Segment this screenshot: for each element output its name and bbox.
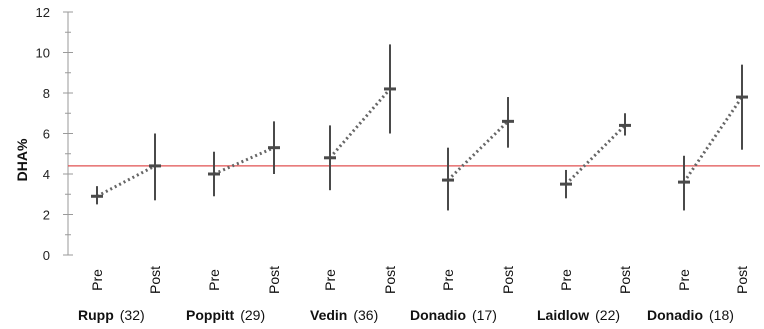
study-name: Donadio xyxy=(410,307,466,323)
study-name: Laidlow xyxy=(537,307,589,323)
study-group xyxy=(91,133,161,205)
y-tick-label: 8 xyxy=(43,86,50,101)
series-group xyxy=(91,44,748,211)
study-label: Rupp (32) xyxy=(78,307,145,323)
connector-line xyxy=(564,124,627,186)
pre-label: Pre xyxy=(206,269,222,291)
post-label: Post xyxy=(147,266,163,294)
post-label: Post xyxy=(382,266,398,294)
x-labels: Pre Post Rupp (32) Pre Post Poppitt (29) Pre Post… xyxy=(78,266,750,323)
study-group xyxy=(560,113,631,199)
study-group xyxy=(678,64,748,211)
post-label: Post xyxy=(617,266,633,294)
study-group xyxy=(208,121,280,197)
connector-line xyxy=(446,120,510,182)
connector-line xyxy=(328,87,392,159)
study-label: Vedin (36) xyxy=(310,307,378,323)
y-tick-label: 2 xyxy=(43,208,50,223)
study-n: (17) xyxy=(472,307,497,323)
connector-line xyxy=(213,146,275,176)
study-label: Poppitt (29) xyxy=(186,307,265,323)
study-n: (22) xyxy=(595,307,620,323)
y-axis: 0 2 4 6 8 10 12 xyxy=(36,5,73,263)
study-name: Rupp xyxy=(78,307,114,323)
y-tick-label: 12 xyxy=(36,5,50,20)
study-label: Donadio (17) xyxy=(410,307,497,323)
y-tick-label: 10 xyxy=(36,46,50,61)
y-tick-label: 0 xyxy=(43,248,50,263)
study-group xyxy=(442,97,514,211)
post-label: Post xyxy=(266,266,282,294)
post-label: Post xyxy=(500,266,516,294)
pre-label: Pre xyxy=(440,269,456,291)
study-label: Donadio (18) xyxy=(647,307,734,323)
study-label: Laidlow (22) xyxy=(537,307,620,323)
study-n: (18) xyxy=(709,307,734,323)
pre-label: Pre xyxy=(558,269,574,291)
pre-label: Pre xyxy=(676,269,692,291)
connector-line xyxy=(682,96,744,183)
study-name: Poppitt xyxy=(186,307,235,323)
post-label: Post xyxy=(734,266,750,294)
study-n: (32) xyxy=(120,307,145,323)
y-tick-label: 4 xyxy=(43,167,50,182)
study-group xyxy=(324,44,396,191)
study-n: (36) xyxy=(353,307,378,323)
y-axis-label: DHA% xyxy=(14,138,30,181)
pre-label: Pre xyxy=(322,269,338,291)
connector-line xyxy=(96,164,156,198)
y-tick-label: 6 xyxy=(43,127,50,142)
study-n: (29) xyxy=(240,307,265,323)
study-name: Donadio xyxy=(647,307,703,323)
study-name: Vedin xyxy=(310,307,347,323)
pre-label: Pre xyxy=(89,269,105,291)
